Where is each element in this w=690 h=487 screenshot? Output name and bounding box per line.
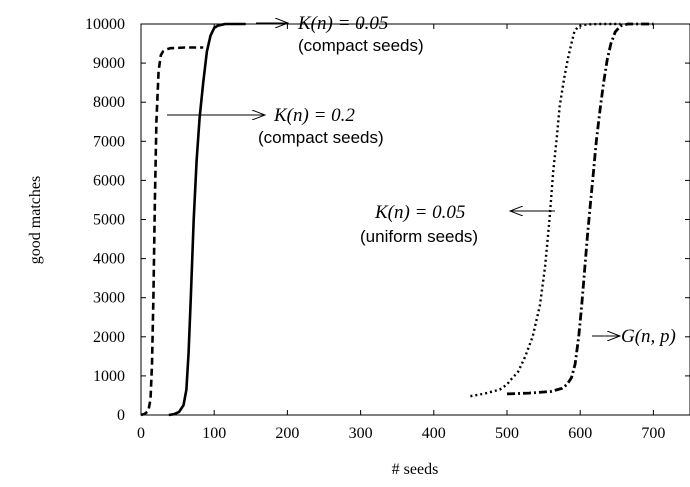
y-tick-label: 10000 (85, 16, 125, 33)
y-tick-label: 9000 (93, 55, 125, 72)
y-tick-label: 7000 (93, 133, 125, 150)
y-axis-label: good matches (27, 176, 44, 264)
series-solid (168, 22, 246, 417)
annotation-sub: (uniform seeds) (360, 227, 478, 246)
annotation-math: K(n) = 0.05 (297, 13, 388, 34)
x-tick-label: 0 (137, 425, 145, 442)
series-dashed (140, 46, 204, 417)
y-tick-label: 1000 (93, 368, 125, 385)
y-axis: 0 1000 2000 3000 4000 5000 6000 7000 8000 9000 100… (85, 16, 690, 424)
annotation-kn005-compact: K(n) = 0.05 (compact seeds) (256, 13, 424, 55)
x-tick-label: 600 (568, 425, 592, 442)
y-tick-label: 5000 (93, 212, 125, 229)
series-group (140, 22, 654, 417)
annotation-gnp: G(n, p) (592, 326, 676, 347)
x-axis-label: # seeds (392, 461, 439, 478)
x-tick-label: 700 (641, 425, 665, 442)
x-tick-label: 100 (202, 425, 226, 442)
y-tick-label: 2000 (93, 329, 125, 346)
y-tick-label: 0 (117, 407, 125, 424)
annotation-kn02-compact: K(n) = 0.2 (compact seeds) (167, 105, 384, 147)
x-tick-label: 300 (349, 425, 373, 442)
x-tick-label: 500 (495, 425, 519, 442)
y-tick-label: 6000 (93, 172, 125, 189)
y-tick-label: 4000 (93, 251, 125, 268)
annotation-kn005-uniform: K(n) = 0.05 (uniform seeds) (360, 202, 555, 246)
annotation-math: K(n) = 0.05 (374, 202, 465, 223)
annotation-math: G(n, p) (621, 326, 676, 347)
annotation-sub: (compact seeds) (258, 128, 384, 147)
y-tick-label: 3000 (93, 290, 125, 307)
y-tick-label: 8000 (93, 94, 125, 111)
series-dash-dot (506, 22, 654, 396)
annotation-math: K(n) = 0.2 (273, 105, 355, 126)
series-dotted (470, 22, 621, 398)
x-tick-label: 200 (275, 425, 299, 442)
annotation-sub: (compact seeds) (298, 36, 424, 55)
x-tick-label: 400 (422, 425, 446, 442)
